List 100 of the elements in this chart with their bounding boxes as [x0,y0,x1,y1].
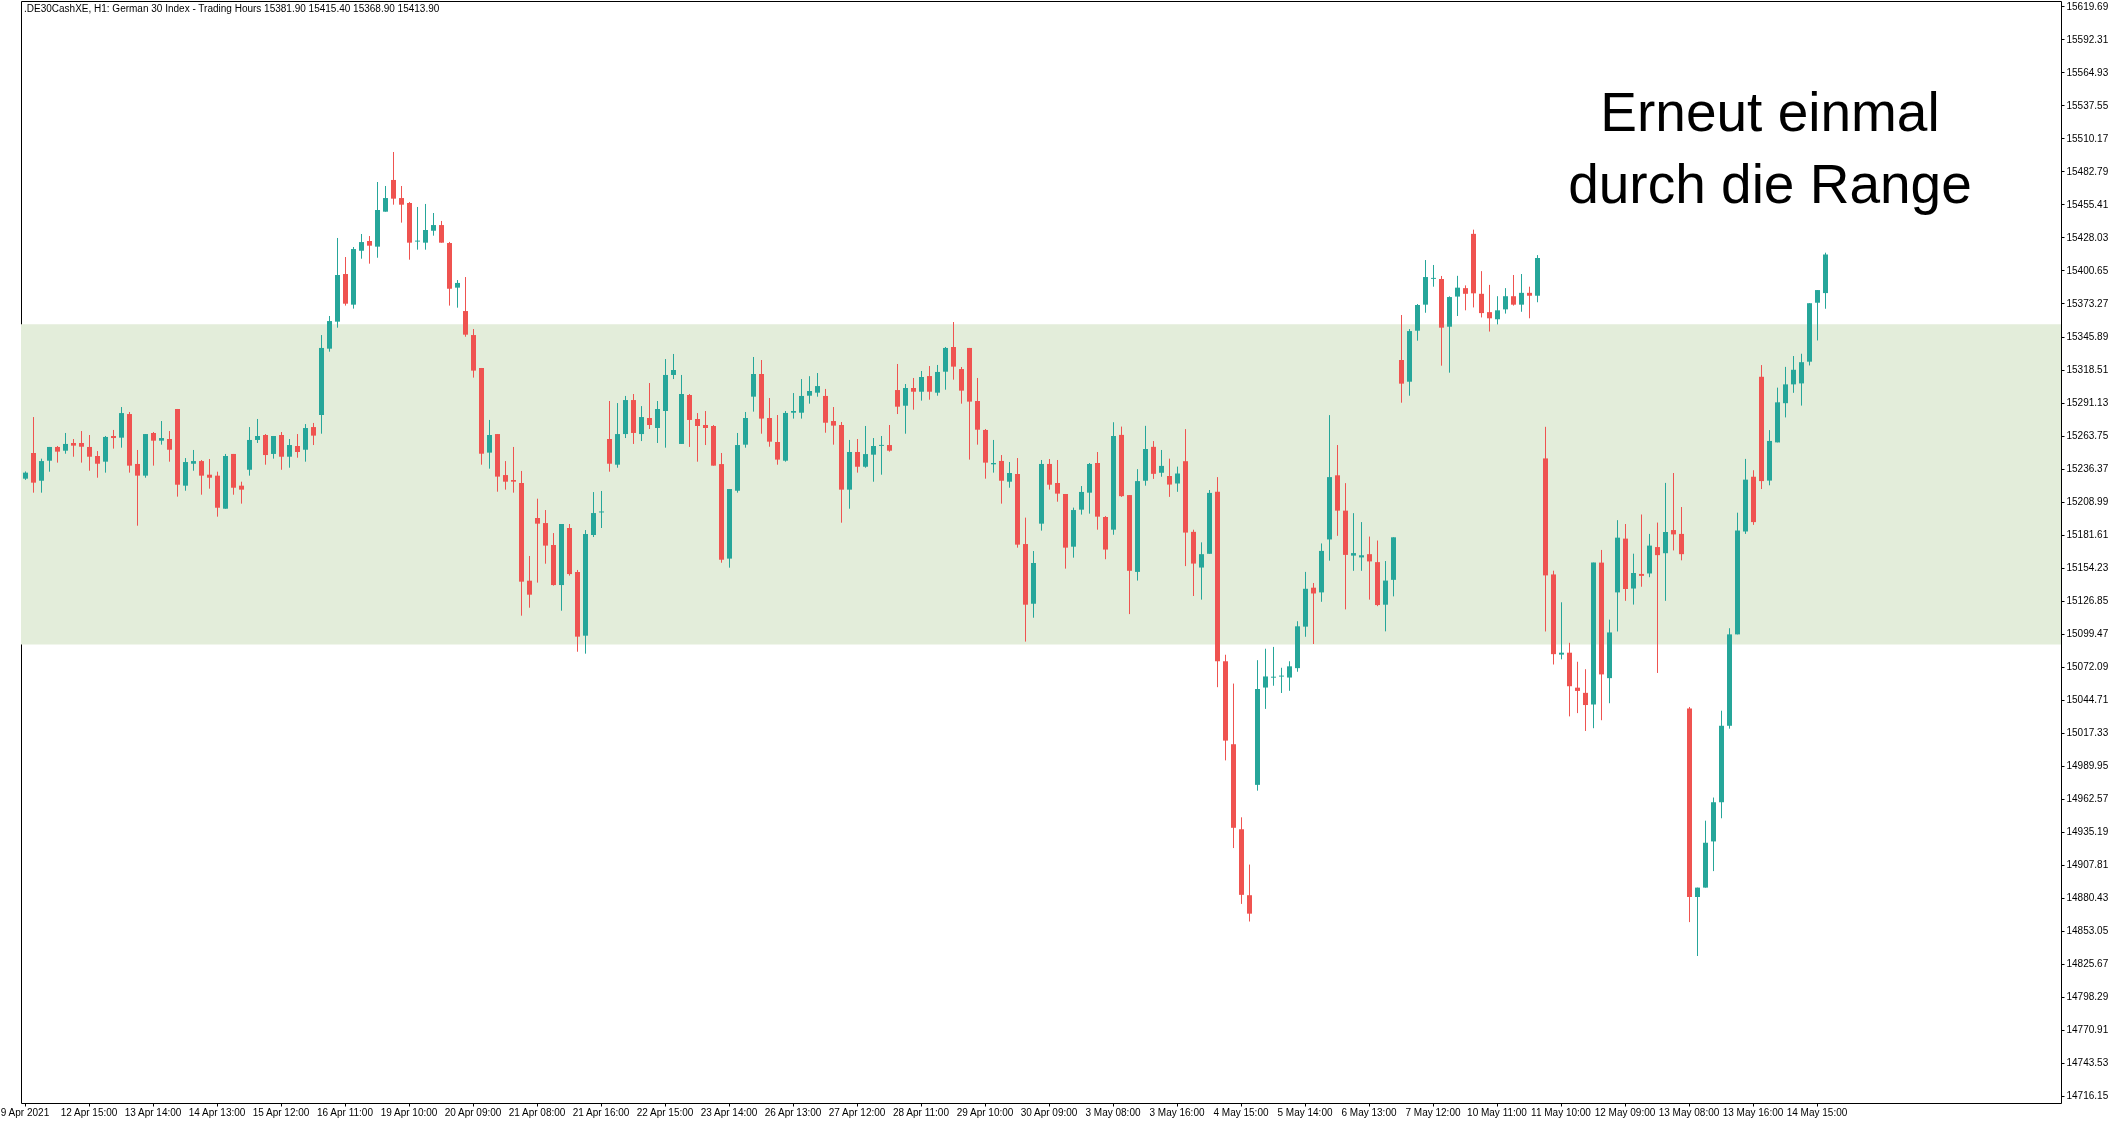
y-tick-label: 14798.29 [2066,991,2109,1003]
candlestick [599,490,604,529]
x-tick-label: 26 Apr 13:00 [764,1106,822,1118]
candlestick [295,433,300,459]
candlestick [1263,648,1268,710]
candlestick [639,405,644,442]
y-tick-label: 15154.23 [2066,562,2109,574]
candlestick [1559,601,1564,660]
candlestick [1271,646,1276,687]
candlestick [831,406,836,446]
y-tick-label: 15619.69 [2066,0,2109,12]
candlestick [159,420,164,446]
y-tick-label: 15373.27 [2066,297,2109,309]
candlestick [1367,536,1372,601]
candlestick [303,423,308,463]
candlestick [1175,466,1180,493]
candlestick [391,151,396,206]
candlestick [887,424,892,453]
candlestick [1487,284,1492,333]
candlestick [855,438,860,474]
y-tick-label: 14962.57 [2066,793,2109,805]
y-tick-label: 14716.15 [2066,1090,2109,1102]
x-tick-label: 7 May 12:00 [1405,1106,1461,1118]
y-tick-label: 15400.65 [2066,264,2109,276]
y-tick-label: 15345.89 [2066,331,2109,343]
candlestick [415,206,420,251]
x-tick-label: 30 Apr 09:00 [1020,1106,1078,1118]
candlestick [1247,864,1252,922]
candlestick [263,433,268,466]
candlestick [183,457,188,492]
candlestick [1655,522,1660,674]
y-tick-label: 14989.95 [2066,760,2109,772]
candlestick [543,509,548,565]
candlestick [591,491,596,538]
candlestick [871,437,876,483]
candlestick [311,422,316,446]
y-tick-label: 14770.91 [2066,1024,2109,1036]
candlestick [959,366,964,405]
candlestick [1399,314,1404,404]
candlestick [1431,264,1436,288]
y-tick-label: 15318.51 [2066,364,2109,376]
candlestick [1519,273,1524,313]
candlestick [1167,458,1172,498]
candlestick [367,235,372,265]
candlestick [671,353,676,380]
candlestick [1279,667,1284,694]
candlestick [767,397,772,448]
x-tick-label: 27 Apr 12:00 [828,1106,886,1118]
candlestick [815,372,820,398]
y-tick-label: 15592.31 [2066,33,2109,45]
candlestick [1495,295,1500,325]
candlestick [63,432,68,455]
y-tick-label: 14743.53 [2066,1057,2109,1069]
candlestick [879,435,884,476]
candlestick [279,431,284,471]
candlestick [439,220,444,244]
candlestick [1583,668,1588,732]
candlestick [1815,289,1820,341]
x-tick-label: 14 May 15:00 [1786,1106,1848,1118]
x-tick-label: 12 Apr 15:00 [60,1106,118,1118]
candlestick [1463,284,1468,311]
y-tick-label: 14880.43 [2066,892,2109,904]
candlestick [199,459,204,496]
y-tick-label: 15181.61 [2066,529,2109,541]
candlestick [1527,286,1532,319]
candlestick [423,203,428,251]
candlestick [39,458,44,494]
candlestick [1055,459,1060,503]
x-tick-label: 21 Apr 08:00 [508,1106,566,1118]
x-tick-label: 28 Apr 11:00 [893,1106,950,1118]
x-tick-label: 6 May 13:00 [1341,1106,1397,1118]
candlestick [359,233,364,260]
y-tick-label: 14825.67 [2066,958,2109,970]
y-tick-label: 15017.33 [2066,727,2109,739]
candlestick [135,449,140,527]
candlestick [895,363,900,415]
candlestick [775,414,780,466]
candlestick [1079,485,1084,516]
y-tick-label: 15510.17 [2066,132,2109,144]
candlestick [951,321,956,381]
x-tick-label: 20 Apr 09:00 [444,1106,502,1118]
y-tick-label: 15099.47 [2066,628,2109,640]
x-tick-label: 21 Apr 16:00 [572,1106,630,1118]
candlestick [487,419,492,470]
x-tick-label: 13 Apr 14:00 [124,1106,182,1118]
y-tick-label: 15263.75 [2066,430,2109,442]
candlestick [191,449,196,472]
x-tick-label: 13 May 08:00 [1658,1106,1720,1118]
candlestick [1631,553,1636,606]
candlestick [927,365,932,401]
candlestick [1455,275,1460,317]
candlestick [935,364,940,397]
candlestick [239,481,244,505]
candlestick [695,412,700,463]
chart-title: .DE30CashXE, H1: German 30 Index - Trading Hours 15381.90 15415.40 15368.90 15413.90 [24,3,440,14]
x-tick-label: 15 Apr 12:00 [252,1106,310,1118]
x-tick-label: 3 May 08:00 [1085,1106,1141,1118]
x-tick-label: 19 Apr 10:00 [380,1106,438,1118]
candlestick [1695,887,1700,957]
candlestick [1359,521,1364,572]
